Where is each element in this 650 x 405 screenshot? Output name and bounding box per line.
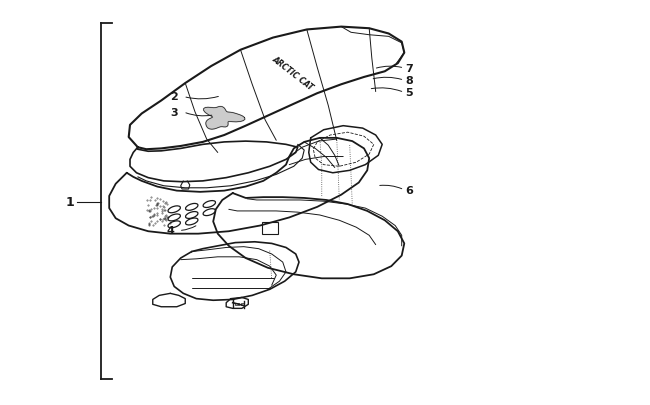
- Text: 5: 5: [406, 88, 413, 98]
- Text: 7: 7: [406, 64, 413, 74]
- Text: 1: 1: [66, 196, 75, 209]
- Text: 3: 3: [170, 108, 178, 117]
- Polygon shape: [203, 107, 245, 130]
- Text: 6: 6: [406, 185, 413, 195]
- Bar: [240, 303, 244, 305]
- Text: ARCTIC CAT: ARCTIC CAT: [270, 54, 315, 92]
- Bar: [235, 303, 239, 305]
- Text: 4: 4: [166, 226, 174, 236]
- Text: 2: 2: [170, 92, 178, 102]
- Bar: [261, 223, 278, 235]
- Text: 8: 8: [406, 76, 413, 86]
